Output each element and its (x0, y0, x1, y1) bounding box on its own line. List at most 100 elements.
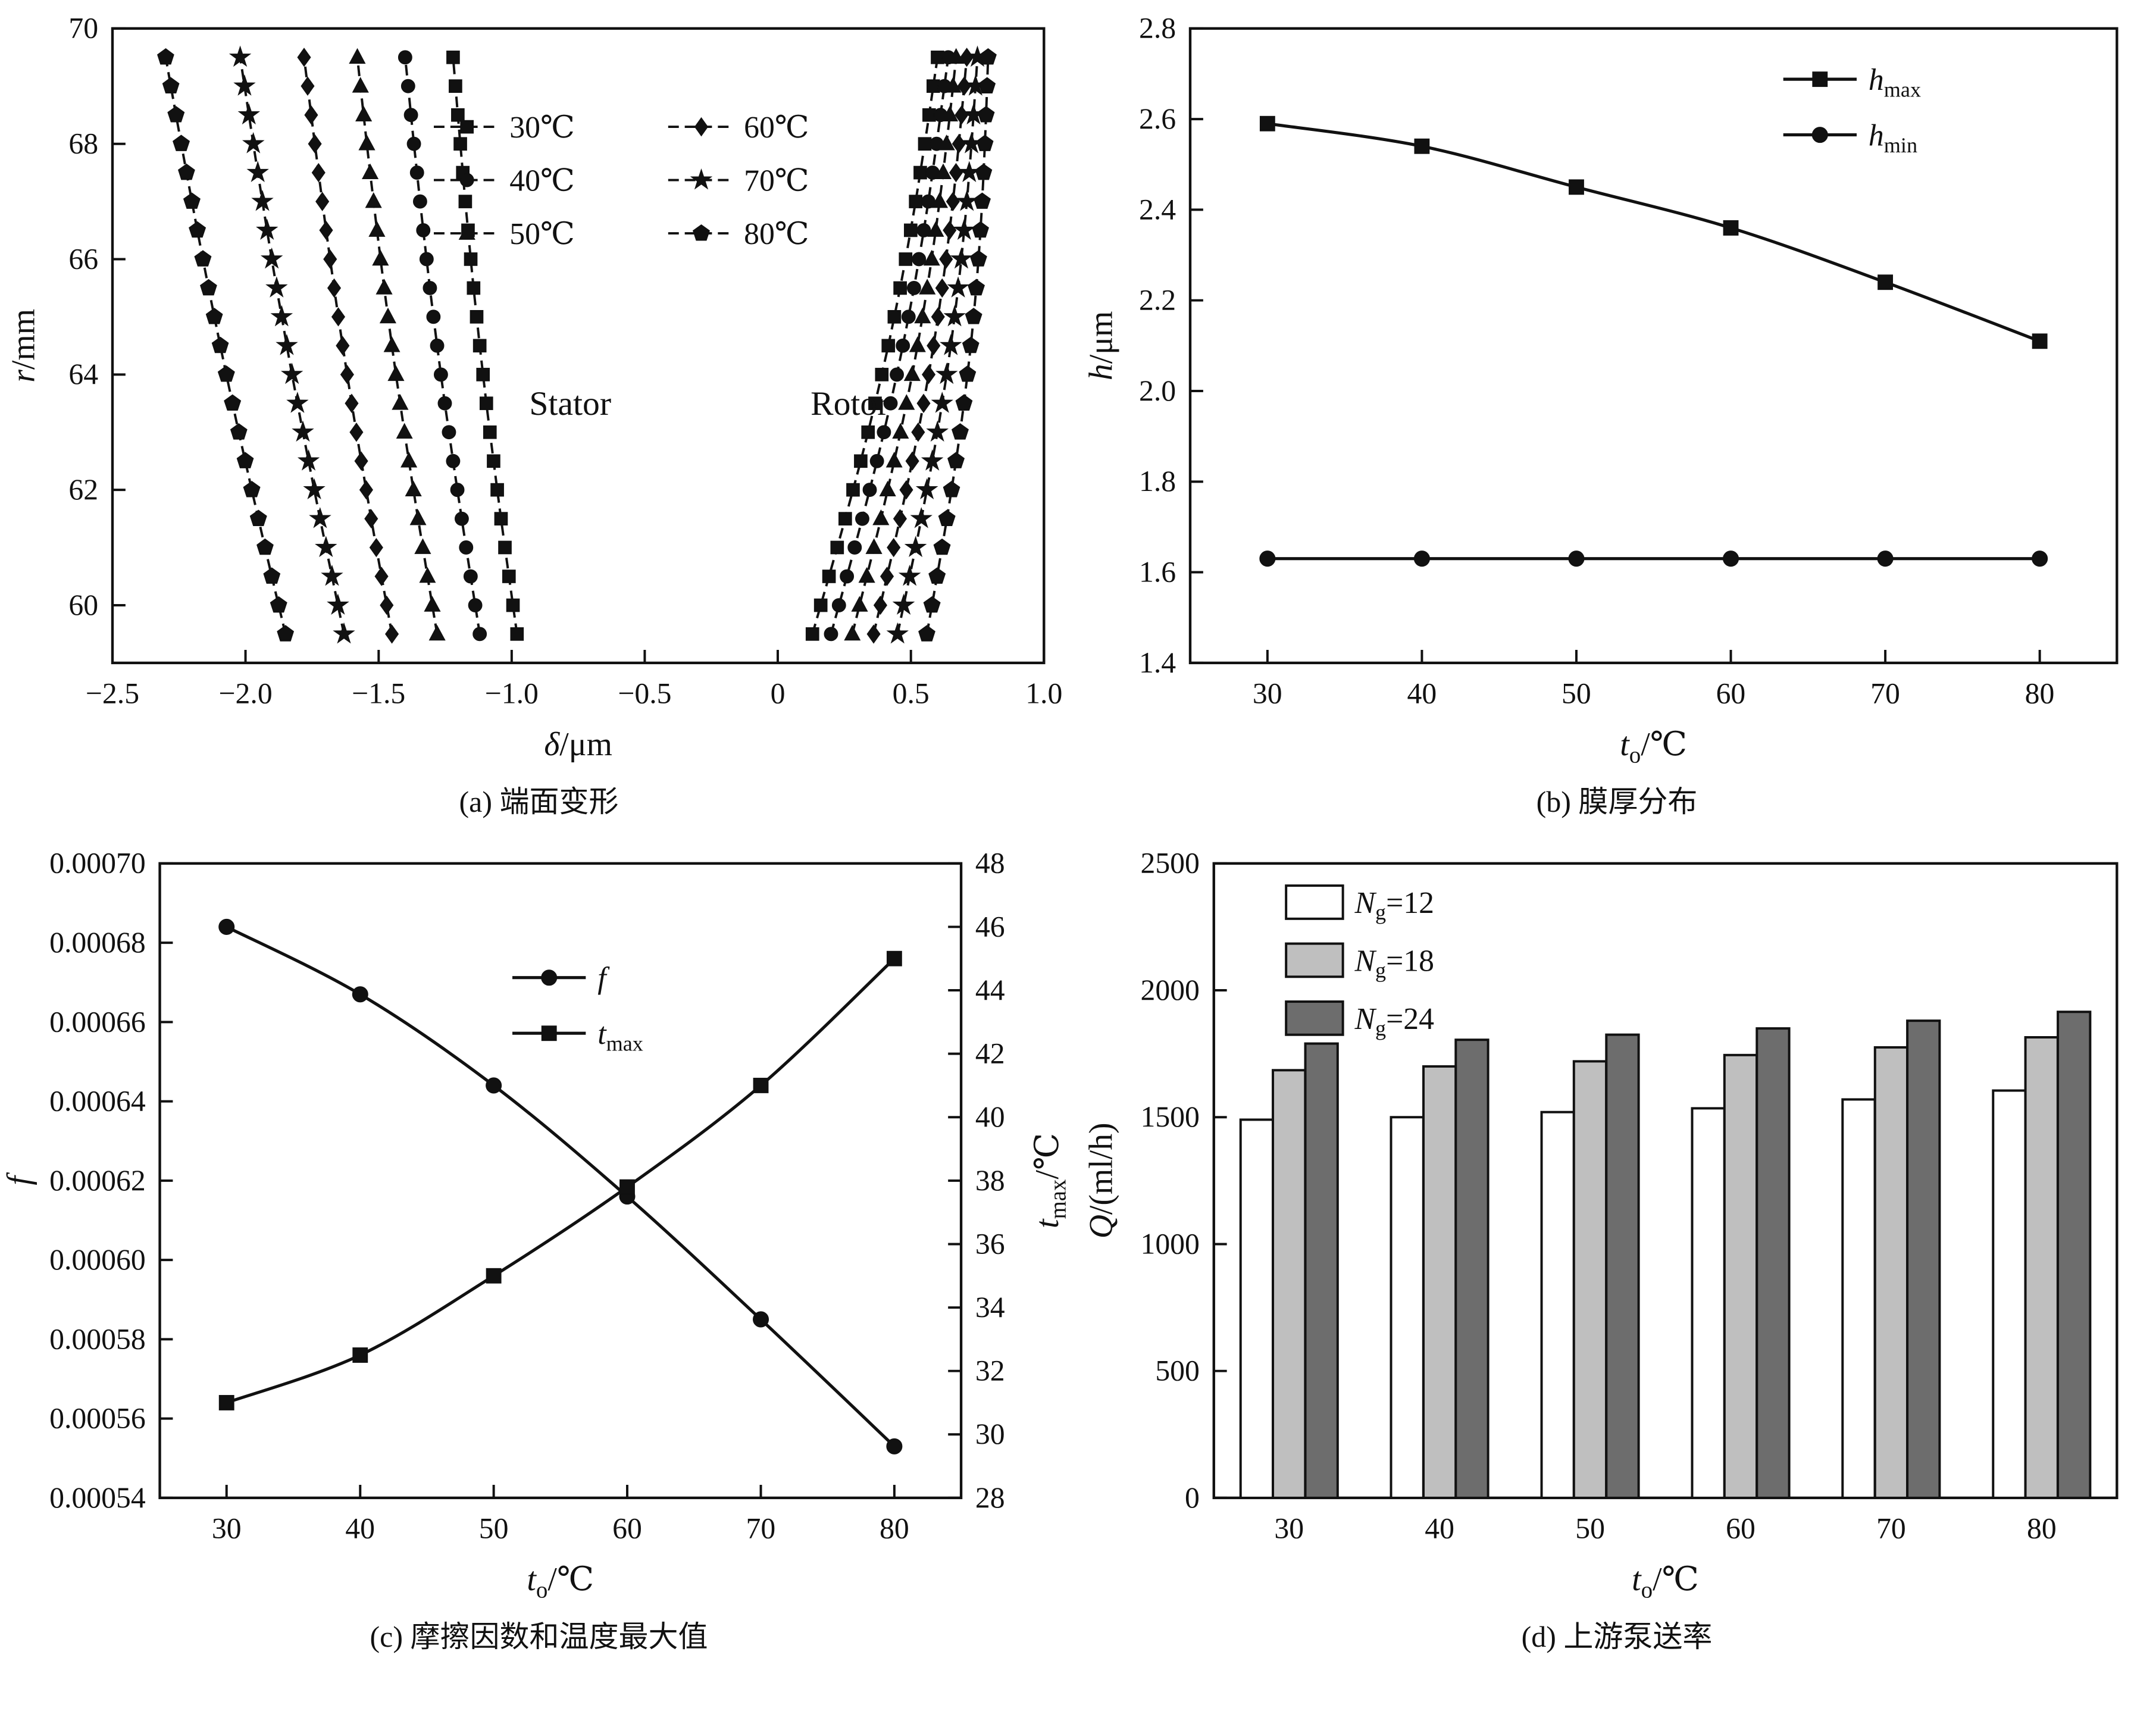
square-marker (830, 540, 844, 555)
x-tick-label: 0.5 (892, 677, 929, 710)
x-tick-label: −2.0 (218, 677, 272, 710)
panel-b: 30 40 50 60 70 80 1.4 1.6 1.8 2.0 2.2 2.4 2.6 2.8 to/℃… (1078, 10, 2156, 821)
pentagon-marker (975, 163, 992, 180)
pentagon-marker (211, 336, 229, 354)
y-tick-label-right: 28 (975, 1481, 1005, 1514)
square-marker (483, 425, 497, 439)
chart-c-friction-temperature: 30 40 50 60 70 80 0.00054 0.00056 0.00058 0.00060… (4, 847, 1071, 1603)
square-marker (479, 396, 493, 411)
circle-marker (352, 986, 368, 1003)
y-tick-label: 0.00064 (49, 1084, 146, 1117)
pentagon-marker (172, 134, 190, 151)
diamond-marker (311, 162, 326, 183)
triangle-marker (865, 538, 883, 554)
circle-marker (1568, 550, 1585, 567)
chart-b-root: 30 40 50 60 70 80 1.4 1.6 1.8 2.0 2.2 2.4 2.6 2.8 to/℃… (1083, 12, 2119, 768)
circle-marker (485, 1077, 502, 1094)
bar (1390, 1116, 1425, 1499)
pentagon-marker (256, 538, 274, 555)
y-tick-label: 0.00068 (49, 926, 146, 959)
y-tick-label: 2500 (1140, 847, 1199, 880)
legend-label: f (597, 961, 610, 995)
square-marker (1812, 71, 1828, 87)
diamond-marker (374, 567, 389, 586)
x-tick-label: 30 (1274, 1512, 1304, 1544)
circle-marker (1877, 550, 1894, 567)
circle-marker (1259, 550, 1276, 567)
pentagon-marker (973, 192, 991, 209)
triangle-marker (850, 596, 868, 612)
diamond-marker (886, 537, 900, 558)
legend-label: Ng=18 (1354, 944, 1434, 982)
x-tick-label: 60 (1726, 1512, 1756, 1544)
square-marker (908, 195, 922, 208)
y-tick-label-right: 46 (975, 910, 1005, 943)
legend-label: Ng=24 (1354, 1002, 1435, 1040)
triangle-marker (458, 224, 475, 240)
y-tick-label: 0.00054 (49, 1481, 146, 1514)
square-marker (448, 79, 462, 93)
figure-grid: −2.5 −2.0 −1.5 −1.0 −0.5 0 0.5 1.0 60 62 64 66 68 70 δ… (4, 10, 2156, 1653)
triangle-marker (358, 134, 375, 151)
series-hmax (1259, 115, 2048, 349)
square-marker (450, 108, 465, 122)
star-marker (915, 478, 938, 500)
diamond-marker (327, 278, 341, 298)
square-marker (446, 51, 460, 64)
bar (1691, 1107, 1726, 1499)
triangle-marker (365, 192, 382, 208)
star-marker (925, 420, 949, 442)
diamond-marker (349, 423, 363, 442)
series-hmin (1259, 550, 2048, 567)
y-tick-label: 60 (68, 589, 98, 621)
pentagon-marker (692, 224, 710, 241)
pentagon-marker (217, 365, 235, 382)
series-rotor-10 (886, 45, 988, 644)
pentagon-marker (205, 308, 223, 324)
diamond-marker (921, 365, 935, 384)
x-tick-label: −1.5 (352, 677, 405, 710)
star-marker (297, 449, 320, 471)
x-tick-label: −1.0 (484, 677, 538, 710)
y-axis-title: r/mm (5, 309, 42, 383)
pentagon-marker (933, 538, 951, 555)
bar (1992, 1089, 2027, 1499)
bar (1873, 1046, 1909, 1499)
circle-marker (752, 1311, 769, 1328)
y-tick-label: 1000 (1140, 1227, 1199, 1260)
series-stator-1 (398, 50, 487, 642)
pentagon-marker (967, 279, 985, 296)
legend-swatch (1285, 1000, 1344, 1036)
bar (1239, 1118, 1275, 1499)
pentagon-marker (951, 423, 969, 440)
caption-b: (b) 膜厚分布 (1536, 784, 1698, 818)
x-axis-title: to/℃ (1632, 1561, 1699, 1603)
bar (1540, 1111, 1575, 1499)
square-marker (838, 512, 852, 525)
triangle-marker (947, 48, 965, 64)
triangle-marker (872, 509, 889, 525)
y-tick-label-right: 30 (975, 1418, 1005, 1450)
annotation-stator: Stator (529, 385, 611, 423)
bar (1572, 1060, 1608, 1499)
square-marker (887, 309, 901, 324)
series-tmax (218, 950, 902, 1410)
star-marker (280, 362, 303, 384)
circle-marker (1811, 127, 1828, 143)
plot-frame (111, 27, 1045, 665)
square-marker (494, 512, 508, 525)
diamond-marker (331, 307, 345, 327)
diamond-marker (359, 480, 373, 500)
triangle-marker (423, 596, 441, 612)
x-tick-label: 40 (345, 1512, 375, 1544)
series-stator-4 (229, 45, 355, 644)
triangle-marker (400, 452, 417, 468)
square-marker (868, 396, 882, 411)
circle-marker (468, 598, 483, 612)
pentagon-marker (965, 308, 982, 324)
circle-marker (400, 79, 415, 93)
star-marker (308, 506, 331, 528)
square-marker (846, 483, 860, 497)
pentagon-marker (230, 423, 248, 440)
series-rotor-11 (918, 48, 997, 642)
